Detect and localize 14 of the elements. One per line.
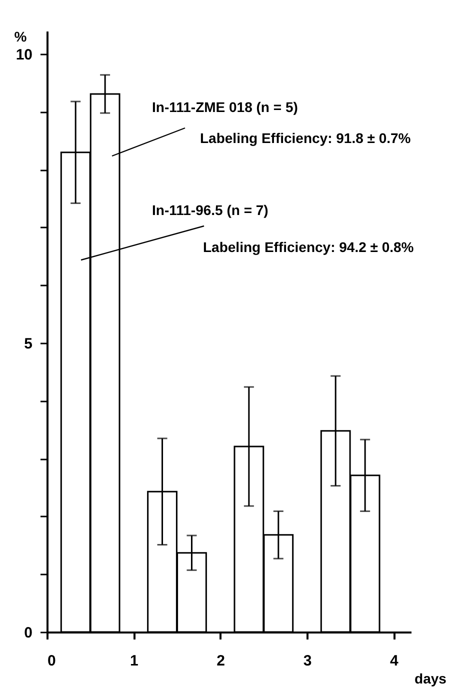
y-tick-label: 10: [16, 46, 32, 64]
annotation: Labeling Efficiency: 94.2 ± 0.8%: [203, 239, 414, 255]
x-tick-label: 2: [216, 652, 226, 670]
x-tick-label: 1: [130, 652, 138, 670]
y-tick-label: 0: [24, 624, 32, 642]
x-tick-label: 0: [48, 652, 56, 670]
x-axis-title: days: [414, 670, 447, 686]
x-tick-label: 3: [303, 652, 312, 670]
text: In-111-ZME 018 (n = 5): [152, 99, 298, 115]
x-tick-label: 4: [390, 652, 399, 670]
annotation: Labeling Efficiency: 91.8 ± 0.7%: [200, 130, 412, 146]
y-tick-label: 5: [24, 336, 32, 353]
y-axis-title: %: [14, 28, 28, 44]
text: In-111-96.5 (n = 7): [152, 202, 268, 218]
